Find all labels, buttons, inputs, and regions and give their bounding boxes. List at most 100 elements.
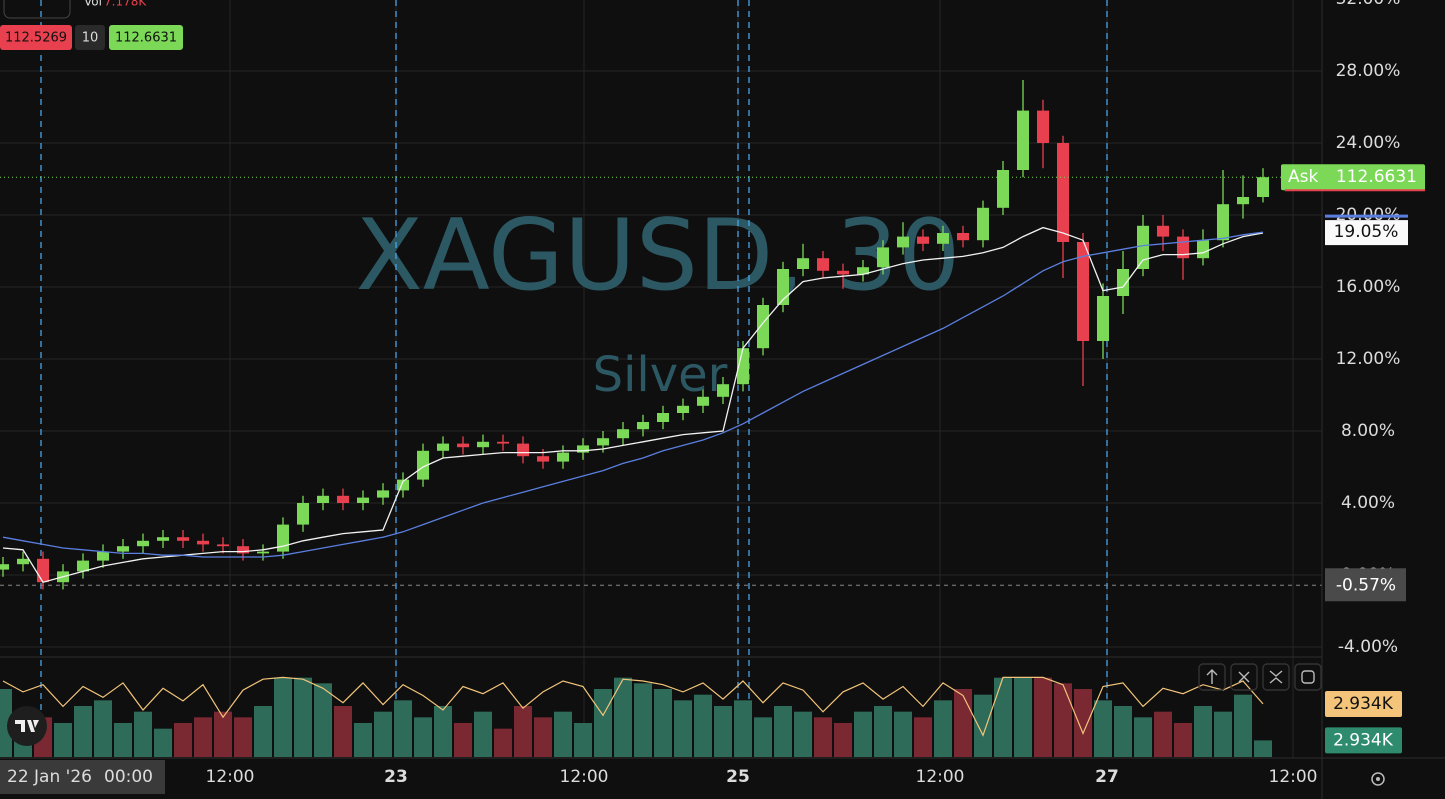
candle-body xyxy=(1197,240,1209,259)
volume-bar xyxy=(374,711,392,757)
icon xyxy=(1301,670,1315,684)
x-tick-label: 12:00 xyxy=(206,767,255,787)
volume-bar xyxy=(934,700,952,757)
candle-body xyxy=(457,443,469,448)
volume-label: 2.934K xyxy=(1333,730,1394,750)
volume-bar xyxy=(1134,717,1152,757)
volume-bar xyxy=(1074,689,1092,757)
volume-bar xyxy=(174,723,192,757)
y-tick-label: 32.00% xyxy=(1336,0,1401,9)
volume-bar xyxy=(474,711,492,757)
volume-bar xyxy=(594,689,612,757)
candle-body xyxy=(897,236,909,248)
volume-bar xyxy=(994,677,1012,757)
crosshair-label-box xyxy=(1325,568,1406,602)
candle-body xyxy=(1217,204,1229,241)
ma-label: 19.05% xyxy=(1334,222,1399,242)
y-tick-label: 16.00% xyxy=(1336,277,1401,297)
candle-body xyxy=(1237,197,1249,205)
collapse-button[interactable] xyxy=(1262,663,1290,691)
volume-bar xyxy=(974,694,992,757)
candle-body xyxy=(737,348,749,385)
candle-body xyxy=(797,258,809,269)
candle-body xyxy=(697,396,709,406)
crosshair-time-box xyxy=(0,760,165,794)
volume-bar xyxy=(734,700,752,757)
candle-body xyxy=(297,503,309,525)
candle-body xyxy=(497,441,509,444)
volume-bar xyxy=(534,717,552,757)
close-button[interactable] xyxy=(1230,663,1258,691)
volume-bar xyxy=(354,723,372,757)
candle-body xyxy=(877,247,889,268)
candle-body xyxy=(717,384,729,397)
candle-body xyxy=(977,207,989,241)
bid-button[interactable] xyxy=(0,25,72,50)
candle-body xyxy=(97,551,109,561)
axes: 32.00%28.00%24.00%20.00%16.00%12.00%8.00… xyxy=(0,0,1425,794)
ma-line xyxy=(2,231,1264,558)
x-tick-label: 25 xyxy=(726,767,750,787)
candle-body xyxy=(1257,177,1269,197)
x-tick-label: 12:00 xyxy=(916,767,965,787)
volume-bar xyxy=(114,723,132,757)
volume-bar xyxy=(394,700,412,757)
oscillator-line xyxy=(2,676,1264,737)
crosshair-time: 00:00 xyxy=(104,767,153,787)
candle-body xyxy=(597,438,609,446)
logo[interactable] xyxy=(7,706,47,746)
volume-bar xyxy=(1214,711,1232,757)
volume-bar xyxy=(254,706,272,757)
candle-body xyxy=(17,558,29,565)
candle-body xyxy=(0,564,9,570)
maximize-button[interactable] xyxy=(1294,663,1322,691)
ask-button[interactable] xyxy=(109,25,183,50)
volume-bar xyxy=(414,717,432,757)
icon xyxy=(1206,669,1218,684)
move-up-button[interactable] xyxy=(1198,663,1226,691)
symbol-button[interactable] xyxy=(3,0,71,19)
candle-body xyxy=(777,269,789,305)
volume-bar xyxy=(814,717,832,757)
settings-button[interactable] xyxy=(1371,772,1385,786)
volume-bar xyxy=(1054,683,1072,757)
volume-bar xyxy=(634,683,652,757)
volume-bar xyxy=(874,706,892,757)
candle-body xyxy=(137,540,149,547)
crosshair-label: -0.57% xyxy=(1336,575,1396,595)
x-tick-label: 27 xyxy=(1095,767,1119,787)
volume-bar xyxy=(674,700,692,757)
candle-body xyxy=(237,546,249,554)
candle-body xyxy=(997,170,1009,208)
y-tick-label: 12.00% xyxy=(1336,349,1401,369)
candle-body xyxy=(1157,225,1169,237)
volume-bar xyxy=(214,711,232,757)
candle-body xyxy=(1017,110,1029,170)
volume-bar xyxy=(654,689,672,757)
candle-body xyxy=(937,233,949,244)
volume-bar xyxy=(294,677,312,757)
candle-body xyxy=(1057,143,1069,242)
volume-bar xyxy=(1154,711,1172,757)
volume-bar xyxy=(1034,677,1052,757)
logo-mark xyxy=(15,720,39,732)
volume-bar xyxy=(1194,706,1212,757)
volume-bar xyxy=(834,723,852,757)
price-pane xyxy=(0,80,1322,590)
volume-bar xyxy=(54,723,72,757)
vwap-line xyxy=(2,226,1264,583)
volume-bar xyxy=(1254,740,1272,757)
candle-body xyxy=(617,429,629,439)
volume-bar xyxy=(74,706,92,757)
candle-body xyxy=(917,236,929,244)
volume-bar xyxy=(334,706,352,757)
ask-price: 112.6631 xyxy=(115,31,177,46)
y-tick-label: 28.00% xyxy=(1336,61,1401,81)
icon xyxy=(1238,671,1250,683)
candle-body xyxy=(477,441,489,448)
candle-body xyxy=(837,270,849,275)
volume-bar xyxy=(454,723,472,757)
volume-bar xyxy=(754,717,772,757)
candle-body xyxy=(657,413,669,422)
candle-body xyxy=(817,258,829,271)
